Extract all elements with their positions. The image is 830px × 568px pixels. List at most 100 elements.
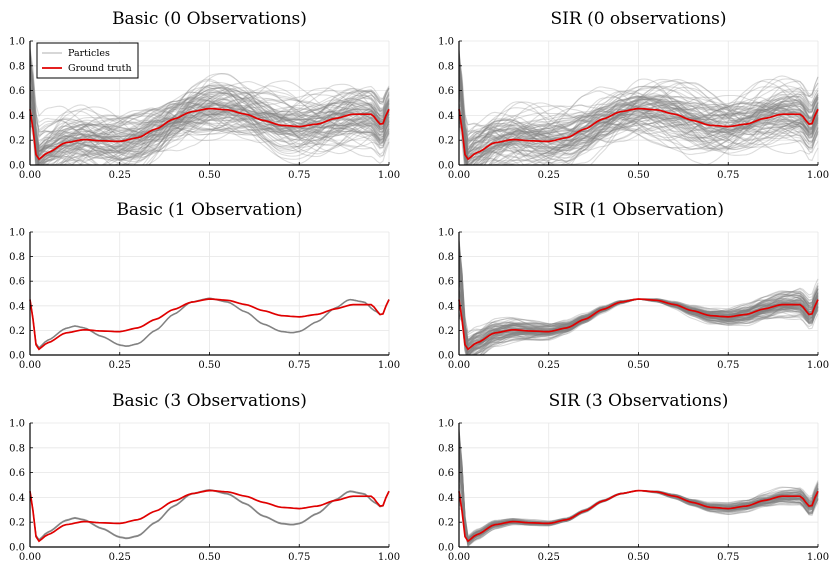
particle-line <box>29 87 390 165</box>
particle-line <box>29 82 390 165</box>
particle-line <box>458 94 819 165</box>
particle-line <box>458 76 819 165</box>
particle-line <box>458 62 819 152</box>
particle-line <box>458 82 819 156</box>
particle-line <box>458 49 819 160</box>
particle-line <box>29 64 390 158</box>
particle-line <box>458 53 819 165</box>
y-tick-label: 0.4 <box>9 301 25 312</box>
particle-line <box>458 80 819 165</box>
particle-line <box>29 50 390 162</box>
particle-line <box>458 77 819 165</box>
particle-line <box>458 85 819 155</box>
x-tick-label: 0.25 <box>109 552 131 563</box>
particle-line <box>29 81 390 161</box>
particle-line <box>458 58 819 153</box>
y-tick-label: 0.4 <box>9 493 25 504</box>
ground-truth-line <box>29 298 390 351</box>
particle-line <box>29 90 390 157</box>
particle-line <box>29 93 390 165</box>
x-tick-label: 0.25 <box>538 552 560 563</box>
subplot-title: Basic (3 Observations) <box>112 391 307 411</box>
particle-line <box>29 80 390 165</box>
particle-line <box>458 80 819 160</box>
particle-line <box>458 64 819 164</box>
y-tick-label: 0.2 <box>438 136 454 147</box>
subplot-1: Basic (0 Observations) 0.0 0.2 0.4 0.6 0.8 1.0… <box>9 9 400 181</box>
particle-line <box>29 86 390 165</box>
particle-line <box>458 100 819 165</box>
x-tick-label: 0.75 <box>288 360 310 371</box>
x-tick-label: 1.00 <box>807 360 829 371</box>
y-tick-label: 0.0 <box>9 161 25 172</box>
x-tick-label: 0.75 <box>717 170 739 181</box>
particle-line <box>458 94 819 165</box>
particle-line <box>458 113 819 165</box>
particle-line <box>29 55 390 165</box>
particle-line <box>29 49 390 165</box>
particle-line <box>29 48 390 160</box>
particle-line <box>458 78 819 155</box>
particle-line <box>458 106 819 165</box>
particle-line <box>29 61 390 154</box>
particle-line <box>29 71 390 153</box>
particle-line <box>29 60 390 165</box>
particle-line <box>458 82 819 165</box>
y-tick-label: 0.6 <box>438 86 454 97</box>
particle-line <box>458 64 819 165</box>
subplot-title: Basic (0 Observations) <box>112 9 307 29</box>
x-tick-label: 0.75 <box>288 552 310 563</box>
particle-line <box>458 66 819 158</box>
y-tick-label: 0.2 <box>438 326 454 337</box>
particle-line <box>458 95 819 165</box>
particle-line <box>458 103 819 156</box>
particle-line <box>29 64 390 154</box>
particle-line <box>458 98 819 153</box>
particle-line <box>458 50 819 165</box>
plot-area <box>29 47 390 165</box>
particle-line <box>458 78 819 156</box>
x-tick-label: 0.00 <box>19 552 41 563</box>
ground-truth-line <box>29 107 390 161</box>
y-tick-label: 1.0 <box>438 228 454 239</box>
particle-line <box>29 56 390 165</box>
legend: Particles Ground truth <box>36 42 139 79</box>
subplot-title: SIR (3 Observations) <box>549 391 729 411</box>
particle-line <box>458 87 819 150</box>
y-tick-label: 0.6 <box>438 277 454 288</box>
particle-line <box>458 95 819 161</box>
particle-line <box>29 83 390 165</box>
x-tick-label: 0.00 <box>448 552 470 563</box>
particle-line <box>29 74 390 154</box>
particle-line <box>29 95 390 165</box>
particle-line <box>29 94 390 165</box>
particle-line <box>29 92 390 165</box>
particle-line <box>29 52 390 165</box>
y-tick-label: 0.8 <box>438 252 454 263</box>
y-tick-label: 0.4 <box>438 493 454 504</box>
y-tick-label: 0.0 <box>438 543 454 554</box>
particle-line <box>29 73 390 150</box>
y-tick-label: 0.8 <box>9 443 25 454</box>
particle-line <box>458 88 819 143</box>
particle-line <box>458 54 819 150</box>
particle-line <box>458 106 819 161</box>
x-tick-label: 0.50 <box>627 552 649 563</box>
particle-line <box>458 86 819 159</box>
particle-line <box>458 96 819 165</box>
particle-line <box>29 104 390 159</box>
x-tick-label: 0.50 <box>198 552 220 563</box>
particle-line <box>458 96 819 140</box>
particle-line <box>29 78 390 165</box>
y-tick-label: 0.4 <box>438 301 454 312</box>
y-tick-label: 0.2 <box>9 518 25 529</box>
particle-line <box>29 90 390 154</box>
particle-line <box>29 84 390 161</box>
x-tick-label: 0.25 <box>538 360 560 371</box>
particle-line <box>29 92 390 158</box>
particle-line <box>458 85 819 165</box>
particle-line <box>29 94 390 165</box>
particle-line <box>29 92 390 158</box>
y-tick-label: 0.0 <box>438 161 454 172</box>
plot-area <box>29 488 390 543</box>
